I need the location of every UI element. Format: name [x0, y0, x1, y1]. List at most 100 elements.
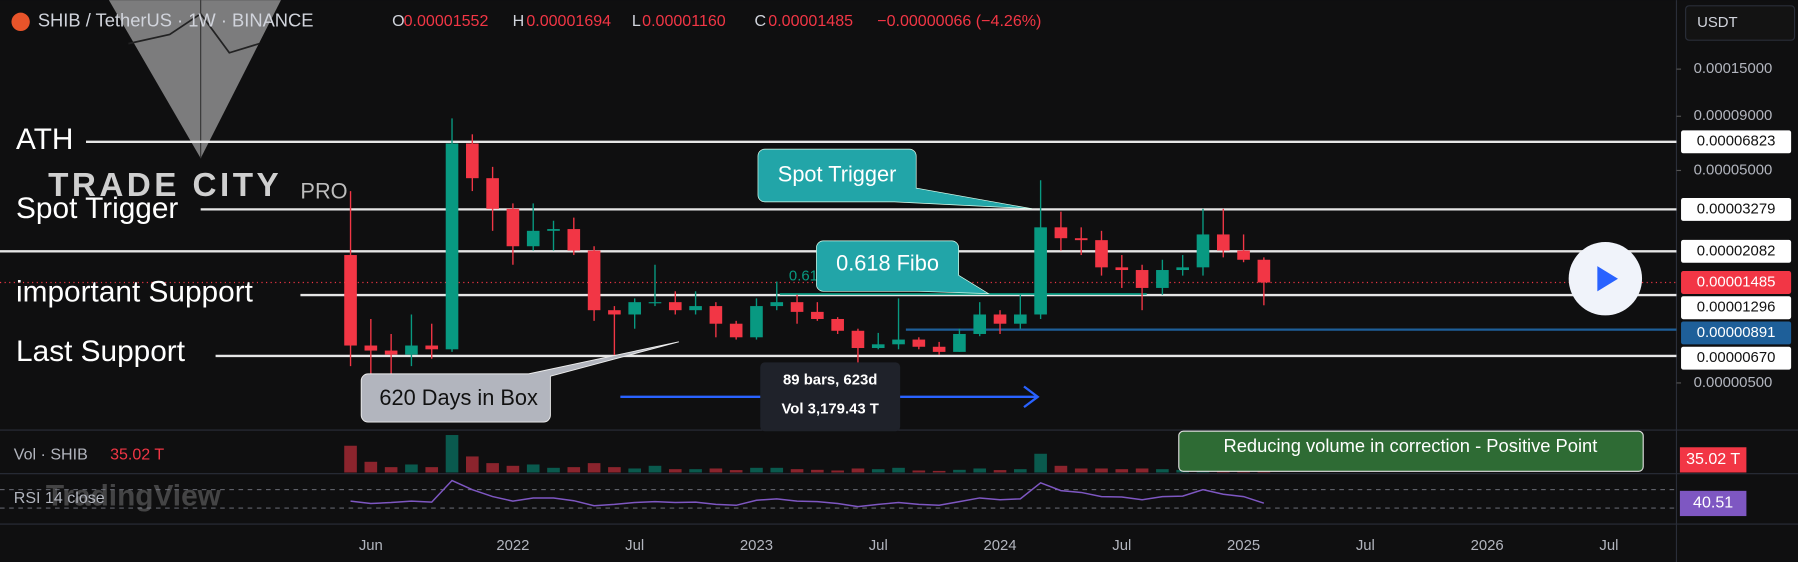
- candle-body: [689, 306, 702, 311]
- volume-bar: [608, 467, 621, 473]
- ohlc-key: O: [392, 12, 404, 30]
- brand-name: TRADE CITY: [48, 167, 282, 204]
- volume-title: Vol · SHIB: [14, 446, 88, 464]
- rsi-line: [350, 479, 1265, 508]
- price-label-box: [1681, 239, 1792, 263]
- candle-body: [953, 333, 966, 352]
- volume-bar: [344, 445, 357, 473]
- candle-body: [384, 350, 398, 355]
- candle-body: [486, 178, 499, 209]
- ohlc-value: 0.00001694: [526, 12, 611, 30]
- play-button[interactable]: [1568, 242, 1643, 316]
- currency-box[interactable]: [1685, 5, 1796, 41]
- candle-body: [567, 229, 581, 251]
- volume-bar: [709, 468, 723, 473]
- candle-body: [729, 323, 743, 338]
- measure-box: [760, 362, 901, 432]
- candle-body: [547, 229, 560, 231]
- volume-bar: [648, 465, 662, 473]
- volume-bar: [1115, 469, 1129, 473]
- candle-body: [425, 345, 439, 350]
- note-box: [1178, 430, 1644, 472]
- volume-bar: [1095, 468, 1108, 473]
- play-icon[interactable]: [1597, 266, 1618, 292]
- volume-bar: [425, 467, 439, 473]
- measure-text: 89 bars, 623d: [783, 373, 877, 389]
- candle-body: [587, 250, 601, 311]
- callout-text: Spot Trigger: [778, 161, 897, 186]
- x-tick-label: Jul: [1112, 538, 1131, 554]
- watermark: TradingView: [46, 480, 222, 513]
- candle-body: [445, 143, 459, 350]
- level-name: Last Support: [16, 335, 186, 368]
- volume-bar: [831, 470, 844, 473]
- volume-bar: [486, 463, 499, 473]
- x-tick-label: 2024: [983, 538, 1016, 554]
- symbol-icon: [11, 12, 30, 32]
- volume-bar: [506, 465, 520, 473]
- price-label-box: [1681, 296, 1792, 320]
- level-name: ATH: [16, 123, 73, 156]
- volume-bar: [912, 470, 926, 473]
- candle-body: [1034, 227, 1047, 315]
- price-label-box: [1681, 271, 1792, 294]
- price-label-box: [1681, 346, 1792, 370]
- volume-axis-label: 35.02 T: [1686, 450, 1740, 468]
- currency[interactable]: USDT: [1697, 15, 1738, 31]
- candle-body: [506, 208, 520, 247]
- candle-body: [1156, 270, 1169, 288]
- volume-bar: [1074, 468, 1088, 473]
- volume-bar: [587, 463, 601, 473]
- candle-body: [405, 345, 418, 355]
- volume-bar: [1014, 469, 1027, 473]
- candle-body: [770, 302, 784, 307]
- ohlc-value: 0.00001160: [642, 12, 726, 30]
- x-tick-label: Jul: [869, 538, 888, 554]
- symbol-title[interactable]: SHIB / TetherUS · 1W · BINANCE: [38, 10, 314, 31]
- y-tick-label: 0.00005000: [1694, 162, 1773, 178]
- candle-body: [344, 255, 357, 346]
- candle-body: [1257, 259, 1271, 283]
- range-arrow-head: [1023, 385, 1040, 409]
- volume-bar: [689, 469, 702, 473]
- x-tick-label: 2023: [740, 538, 773, 554]
- candle-body: [608, 310, 621, 315]
- price-label-box: [1681, 197, 1792, 221]
- ohlc-value: 0.00001485: [768, 12, 853, 30]
- candle-body: [750, 306, 763, 338]
- price-label: 0.00002082: [1697, 243, 1776, 259]
- level-name: Spot Trigger: [16, 192, 178, 225]
- callout: [816, 240, 990, 294]
- logo-shape: [108, 0, 281, 159]
- price-label: 0.00003279: [1697, 201, 1776, 217]
- volume-bar: [811, 469, 824, 473]
- volume-bar: [993, 470, 1007, 473]
- volume-bar: [1054, 465, 1068, 473]
- volume-bar: [1135, 468, 1149, 473]
- volume-bar: [384, 467, 398, 473]
- candle-body: [790, 302, 804, 312]
- candle-body: [364, 345, 378, 351]
- brand-logo: [108, 0, 281, 159]
- note-text: Reducing volume in correction - Positive…: [1223, 435, 1597, 456]
- callout: [360, 341, 679, 423]
- candle-body: [466, 143, 479, 179]
- x-tick-label: Jul: [1356, 538, 1375, 554]
- volume-bar: [973, 468, 987, 473]
- x-tick-label: Jun: [359, 538, 383, 554]
- volume-bar: [668, 469, 682, 473]
- volume-bar: [750, 467, 763, 473]
- candle-body: [912, 339, 926, 347]
- candle-body: [811, 311, 824, 319]
- y-tick-label: 0.00000500: [1694, 375, 1773, 391]
- volume-bar: [892, 467, 905, 473]
- x-tick-label: Jul: [1599, 538, 1618, 554]
- ohlc-key: C: [755, 12, 767, 30]
- candle-body: [831, 318, 844, 331]
- candle-body: [1196, 234, 1210, 268]
- volume-bar: [628, 468, 641, 473]
- x-tick-label: Jul: [625, 538, 644, 554]
- callout-text: 620 Days in Box: [379, 385, 538, 410]
